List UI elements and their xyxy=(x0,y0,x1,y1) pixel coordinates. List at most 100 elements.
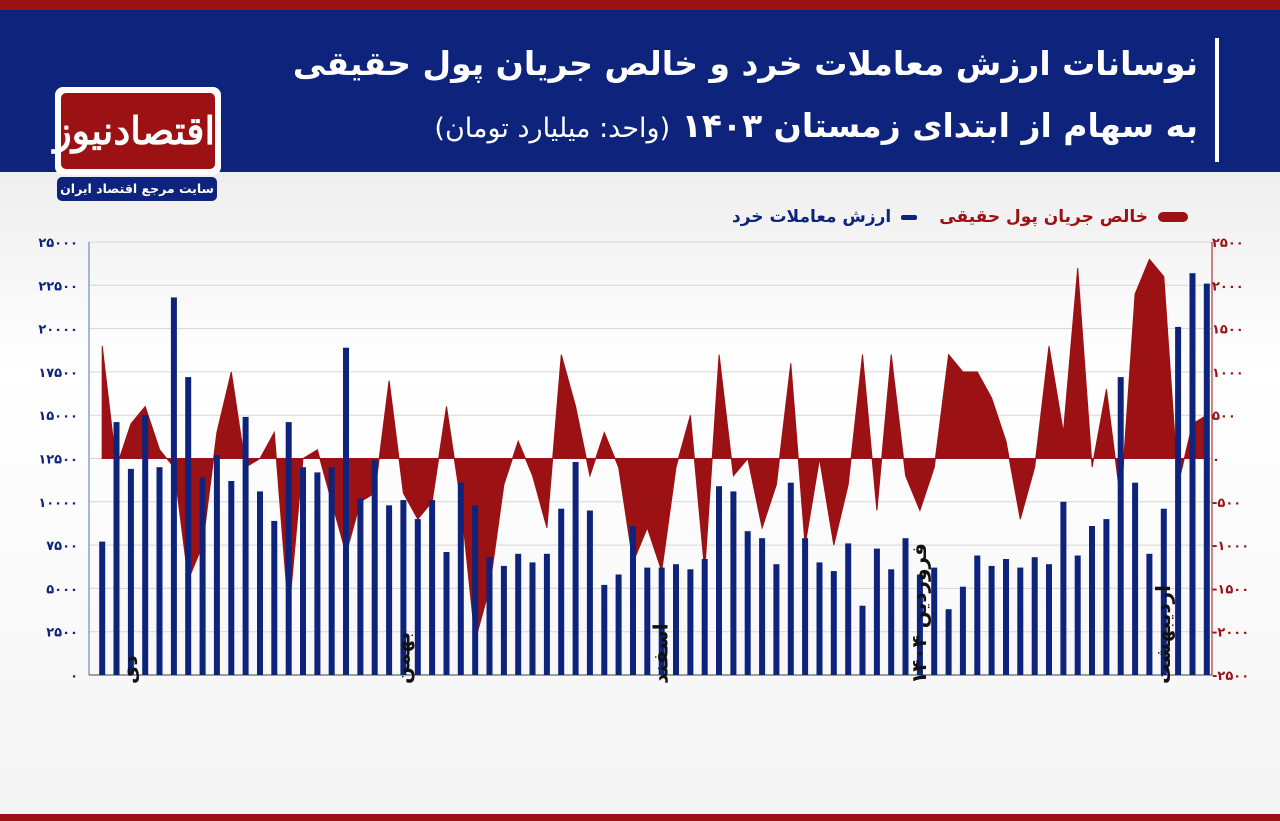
left-axis-tick-label: ۱۲۵۰۰ xyxy=(38,453,78,468)
retail-value-bar xyxy=(658,567,665,675)
retail-value-bar xyxy=(830,571,837,675)
left-axis-tick-label: ۰ xyxy=(70,669,78,684)
retail-value-bar xyxy=(586,510,593,675)
retail-value-bar xyxy=(529,562,536,675)
retail-value-bar xyxy=(285,422,292,675)
retail-value-bar xyxy=(916,574,923,675)
retail-value-bar xyxy=(300,467,306,675)
retail-value-bar xyxy=(443,552,450,675)
logo: اقتصادنیوز xyxy=(53,87,221,175)
month-label: بهمن xyxy=(390,632,414,684)
retail-value-bar xyxy=(888,569,895,675)
left-axis-tick-label: ۲۵۰۰ xyxy=(46,626,78,641)
right-axis-tick-label: -۲۵۰۰ xyxy=(1212,669,1249,684)
retail-value-bar xyxy=(816,562,823,675)
retail-value-bar xyxy=(543,553,550,675)
legend-label-flow: خالص جریان پول حقیقی xyxy=(939,207,1148,227)
retail-value-bar xyxy=(1160,508,1167,675)
right-axis-tick-label: ۲۵۰۰ xyxy=(1212,236,1244,251)
retail-value-bar xyxy=(486,557,493,675)
top-stripe xyxy=(0,0,1280,10)
right-axis-tick-label: ۱۰۰۰ xyxy=(1212,366,1244,381)
retail-value-bar xyxy=(615,574,622,675)
retail-value-bar xyxy=(759,538,766,675)
month-label: فروردین ۱۴۰۴ xyxy=(907,543,931,684)
title-accent-bar xyxy=(1215,38,1219,162)
month-label: اردیبهشت xyxy=(1151,585,1175,684)
chart-legend: خالص جریان پول حقیقی ارزش معاملات خرد xyxy=(710,205,1188,229)
retail-value-bar xyxy=(931,567,938,675)
retail-value-bar xyxy=(644,567,651,675)
left-axis-tick-label: ۷۵۰۰ xyxy=(46,539,78,554)
legend-label-retail: ارزش معاملات خرد xyxy=(731,207,892,227)
retail-value-bar xyxy=(1175,326,1182,675)
retail-value-bar xyxy=(314,472,321,675)
month-label: اسفند xyxy=(649,623,673,684)
retail-value-bar xyxy=(156,467,163,675)
retail-value-bar xyxy=(127,468,134,675)
retail-value-bar xyxy=(744,531,751,675)
retail-value-bar xyxy=(429,500,436,675)
legend-swatch-retail xyxy=(901,214,918,220)
right-axis-tick-label: ۵۰۰ xyxy=(1212,409,1236,424)
left-axis-tick-label: ۲۰۰۰۰ xyxy=(38,323,78,338)
bottom-stripe xyxy=(0,814,1280,821)
retail-value-bar xyxy=(1046,564,1052,675)
retail-value-bar xyxy=(902,538,909,675)
retail-value-bar xyxy=(400,500,407,675)
retail-value-bar xyxy=(873,548,880,675)
right-axis-tick-label: ۱۵۰۰ xyxy=(1212,323,1244,338)
retail-value-bar xyxy=(558,508,565,675)
right-axis-tick-label: ۲۰۰۰ xyxy=(1212,279,1244,294)
retail-value-bar xyxy=(673,564,679,675)
retail-value-bar xyxy=(974,555,981,675)
retail-value-bar xyxy=(386,505,393,675)
unit-note: (واحد: میلیارد تومان) xyxy=(434,113,671,144)
retail-value-bar xyxy=(457,482,464,675)
legend-item-retail: ارزش معاملات خرد xyxy=(731,207,918,227)
retail-value-bar xyxy=(142,415,149,675)
retail-value-bar xyxy=(1017,567,1024,675)
retail-value-bar xyxy=(113,422,120,675)
chart-title-line1: نوسانات ارزش معاملات خرد و خالص جریان پو… xyxy=(292,44,1198,83)
retail-value-bar xyxy=(414,519,421,675)
right-axis-tick-label: -۱۰۰۰ xyxy=(1212,539,1249,554)
retail-value-bar xyxy=(959,586,966,675)
flow-area-series xyxy=(101,258,1208,641)
retail-value-bar xyxy=(1189,273,1196,675)
retail-value-bar xyxy=(500,565,507,675)
retail-value-bar xyxy=(945,609,952,675)
retail-value-bar xyxy=(328,467,335,675)
retail-value-bar xyxy=(472,505,479,675)
retail-value-bar xyxy=(802,538,809,675)
retail-value-bar xyxy=(1031,557,1038,675)
legend-item-flow: خالص جریان پول حقیقی xyxy=(939,207,1188,227)
retail-value-bar xyxy=(213,455,220,675)
retail-value-bar xyxy=(170,297,177,675)
retail-value-bar xyxy=(1074,555,1081,675)
retail-value-bar xyxy=(271,520,278,675)
retail-value-bar xyxy=(787,482,794,675)
left-axis-tick-label: ۱۵۰۰۰ xyxy=(38,409,78,424)
retail-value-bar xyxy=(630,526,636,675)
retail-value-bar xyxy=(1089,526,1095,675)
retail-value-bar xyxy=(730,491,737,675)
left-axis-tick-label: ۱۷۵۰۰ xyxy=(38,366,78,381)
right-axis-tick-label: ۰ xyxy=(1212,453,1220,468)
retail-value-bar xyxy=(371,460,378,675)
retail-value-bar xyxy=(257,491,263,675)
retail-value-bar xyxy=(185,377,192,675)
retail-value-bar xyxy=(601,584,608,675)
retail-value-bar xyxy=(228,481,235,675)
retail-value-bar xyxy=(859,605,866,675)
retail-value-bar xyxy=(572,462,579,675)
chart-title-line2: به سهام از ابتدای زمستان ۱۴۰۳ (واحد: میل… xyxy=(434,106,1198,145)
retail-value-bar xyxy=(1203,283,1210,675)
retail-value-bar xyxy=(988,565,995,675)
left-axis-tick-label: ۱۰۰۰۰ xyxy=(38,496,78,511)
retail-value-bar xyxy=(716,486,722,675)
month-label: دی xyxy=(118,655,142,684)
left-axis-tick-label: ۵۰۰۰ xyxy=(46,582,78,597)
retail-value-bar xyxy=(845,543,852,675)
